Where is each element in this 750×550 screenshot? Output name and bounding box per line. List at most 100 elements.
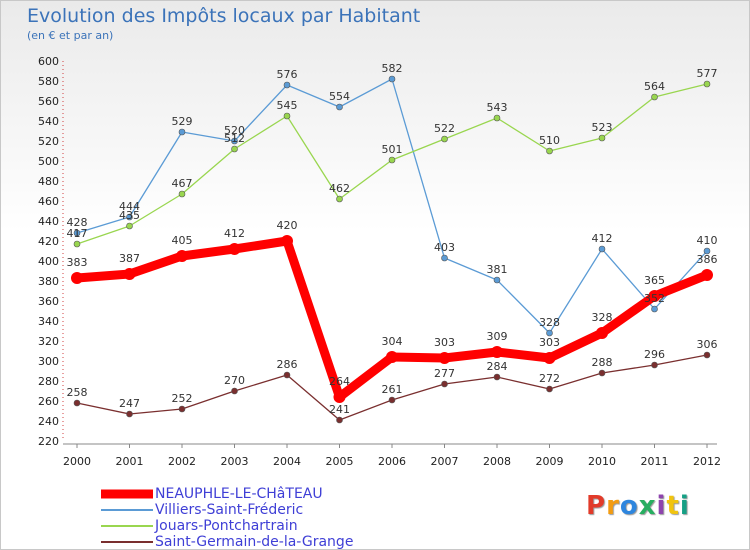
- data-point: [648, 290, 661, 302]
- data-label: 258: [67, 386, 88, 399]
- data-point: [71, 272, 83, 284]
- y-tick-label: 440: [38, 215, 59, 228]
- data-label: 383: [67, 256, 88, 269]
- data-point: [388, 396, 396, 404]
- data-point: [441, 380, 448, 388]
- data-label: 261: [382, 383, 403, 396]
- data-point: [231, 145, 238, 153]
- legend-item-neauphle: NEAUPHLE-LE-CHâTEAU: [101, 486, 353, 502]
- x-tick-label: 2007: [431, 455, 459, 468]
- data-point: [336, 103, 343, 111]
- data-point: [438, 352, 451, 364]
- legend-item-saint-germain: Saint-Germain-de-la-Grange: [101, 534, 353, 550]
- data-point: [336, 416, 343, 424]
- data-point: [126, 410, 133, 418]
- data-point: [493, 276, 501, 284]
- data-point: [441, 254, 448, 262]
- x-tick-label: 2003: [221, 455, 249, 468]
- data-point: [231, 137, 238, 145]
- data-label: 284: [487, 360, 508, 373]
- x-tick-label: 2005: [326, 455, 354, 468]
- data-point: [546, 147, 553, 155]
- data-label: 272: [539, 372, 560, 385]
- data-point: [703, 80, 711, 88]
- legend-label: Villiers-Saint-Fréderic: [155, 502, 304, 518]
- data-label: 520: [224, 124, 245, 137]
- data-label: 529: [172, 115, 193, 128]
- data-label: 386: [697, 253, 718, 266]
- legend-swatch: [101, 489, 153, 499]
- data-label: 286: [277, 358, 298, 371]
- data-point: [73, 229, 81, 237]
- data-point: [651, 305, 658, 313]
- data-point: [386, 351, 398, 363]
- legend-swatch: [101, 525, 153, 527]
- data-label: 277: [434, 367, 455, 380]
- data-point: [388, 75, 396, 83]
- data-label: 467: [172, 177, 193, 190]
- data-label: 352: [644, 292, 665, 305]
- logo-letter: i: [679, 491, 690, 521]
- data-point: [73, 240, 81, 248]
- y-tick-label: 600: [38, 55, 59, 68]
- logo-letter: i: [656, 491, 667, 521]
- logo-letter: o: [619, 491, 639, 521]
- chart-subtitle: (en € et par an): [27, 29, 114, 42]
- x-tick-label: 2008: [483, 455, 511, 468]
- chart-legend: NEAUPHLE-LE-CHâTEAU Villiers-Saint-Fréde…: [101, 486, 353, 550]
- data-point: [491, 346, 503, 358]
- data-label: 270: [224, 374, 245, 387]
- x-tick-label: 2006: [378, 455, 406, 468]
- data-label: 564: [644, 80, 665, 93]
- data-label: 417: [67, 227, 88, 240]
- y-tick-label: 220: [38, 435, 59, 448]
- data-label: 576: [277, 68, 298, 81]
- data-label: 306: [697, 338, 718, 351]
- legend-label: NEAUPHLE-LE-CHâTEAU: [155, 486, 323, 502]
- y-tick-label: 240: [38, 415, 59, 428]
- logo-letter: r: [606, 491, 620, 521]
- data-point: [73, 399, 81, 407]
- x-tick-label: 2002: [168, 455, 196, 468]
- y-tick-label: 500: [38, 155, 59, 168]
- data-label: 412: [592, 232, 613, 245]
- data-point: [543, 352, 556, 364]
- data-point: [283, 81, 291, 89]
- legend-swatch: [101, 509, 153, 511]
- series-line: [76, 83, 708, 245]
- chart-title: Evolution des Impôts locaux par Habitant: [27, 5, 421, 27]
- data-label: 462: [329, 182, 350, 195]
- data-label: 554: [329, 90, 350, 103]
- data-label: 412: [224, 227, 245, 240]
- x-tick-label: 2012: [693, 455, 721, 468]
- data-label: 296: [644, 348, 665, 361]
- data-point: [281, 235, 293, 247]
- data-label: 435: [119, 209, 140, 222]
- data-point: [701, 269, 713, 281]
- y-tick-label: 340: [38, 315, 59, 328]
- data-point: [178, 190, 186, 198]
- y-tick-label: 280: [38, 375, 59, 388]
- data-label: 444: [119, 200, 140, 213]
- data-point: [178, 405, 186, 413]
- data-label: 510: [539, 134, 560, 147]
- data-label: 512: [224, 132, 245, 145]
- data-point: [228, 243, 241, 255]
- data-label: 405: [172, 234, 193, 247]
- y-tick-label: 460: [38, 195, 59, 208]
- data-point: [388, 156, 396, 164]
- data-point: [176, 250, 188, 262]
- y-tick-label: 420: [38, 235, 59, 248]
- data-point: [651, 93, 658, 101]
- data-label: 387: [119, 252, 140, 265]
- chart-value-labels: 428 444 529 520 576 554 582 403 381 328 412 352 410 4…: [67, 62, 718, 416]
- proxiti-logo: Proxiti: [586, 491, 690, 521]
- x-tick-label: 2010: [588, 455, 616, 468]
- data-label: 403: [434, 241, 455, 254]
- data-label: 252: [172, 392, 193, 405]
- data-label: 303: [434, 336, 455, 349]
- y-tick-label: 380: [38, 275, 59, 288]
- data-label: 303: [539, 336, 560, 349]
